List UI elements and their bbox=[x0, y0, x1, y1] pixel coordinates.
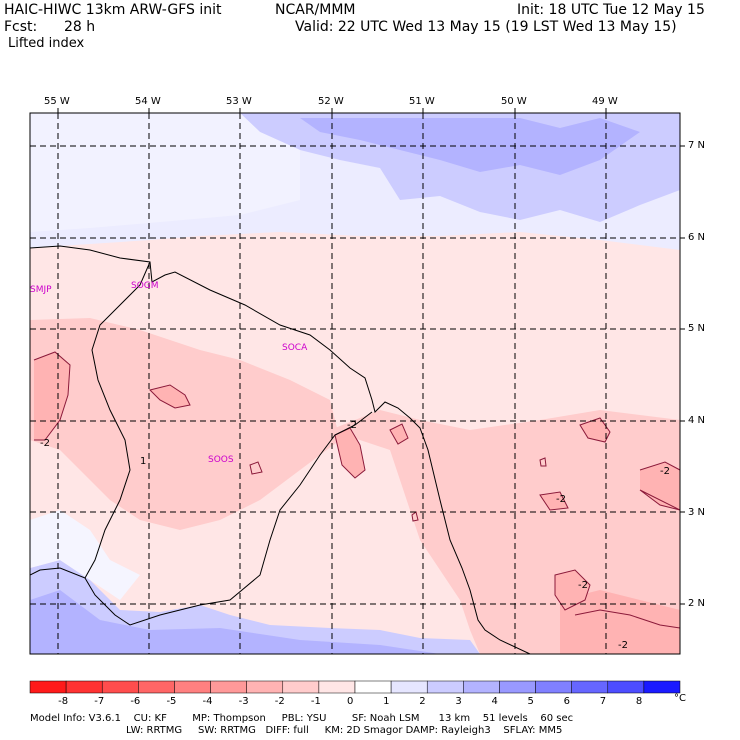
colorbar-swatch bbox=[426, 680, 464, 694]
white-region-west bbox=[30, 510, 140, 600]
colorbar-label: 5 bbox=[527, 696, 534, 707]
colorbar-swatch bbox=[463, 680, 500, 694]
colorbar-label: 0 bbox=[347, 696, 354, 707]
colorbar-label: -1 bbox=[310, 696, 321, 707]
contour-label: -2 bbox=[578, 580, 588, 591]
contour-label: -2 bbox=[40, 438, 50, 449]
contour-line bbox=[411, 511, 419, 522]
station-label: SMJP bbox=[30, 285, 52, 295]
colorbar-swatch bbox=[643, 680, 681, 694]
colorbar-swatch bbox=[354, 680, 392, 694]
colorbar-swatch bbox=[174, 680, 211, 694]
lat-label: 3 N bbox=[688, 507, 706, 518]
colorbar bbox=[29, 680, 681, 694]
unstable-cell-1 bbox=[34, 352, 70, 440]
unstable-cell-5 bbox=[580, 418, 610, 442]
colorbar-swatch bbox=[607, 680, 645, 694]
unstable-region-e bbox=[640, 462, 680, 510]
contour-label: -2 bbox=[660, 466, 670, 477]
colorbar-label: 4 bbox=[491, 696, 498, 707]
stable-region-southwest-2 bbox=[30, 590, 440, 654]
lat-label: 5 N bbox=[688, 323, 706, 334]
colorbar-label: -7 bbox=[94, 696, 105, 707]
colorbar-swatch bbox=[390, 680, 428, 694]
station-label: SOCA bbox=[282, 343, 308, 353]
colorbar-swatch bbox=[282, 680, 320, 694]
lon-label: 54 W bbox=[135, 96, 161, 107]
fcst-value: 28 h bbox=[64, 19, 96, 35]
unstable-cell-6 bbox=[555, 570, 590, 610]
station-label: SOOS bbox=[208, 455, 234, 465]
model-info-line1: Model Info: V3.6.1 CU: KF MP: Thompson P… bbox=[30, 713, 574, 724]
lon-label: 49 W bbox=[592, 96, 618, 107]
coastline bbox=[30, 245, 531, 654]
colorbar-label: 3 bbox=[455, 696, 462, 707]
lon-label: 53 W bbox=[226, 96, 252, 107]
model-title: HAIC-HIWC 13km ARW-GFS init bbox=[4, 2, 222, 18]
contour-line bbox=[579, 417, 611, 443]
lat-label: 6 N bbox=[688, 232, 706, 243]
colorbar-label: -3 bbox=[238, 696, 249, 707]
colorbar-label: -5 bbox=[166, 696, 177, 707]
unstable-cell-4 bbox=[390, 424, 408, 444]
unstable-region-west bbox=[30, 318, 340, 530]
colorbar-label: 7 bbox=[599, 696, 607, 707]
colorbar-swatch bbox=[535, 680, 572, 694]
colorbar-swatch bbox=[210, 680, 247, 694]
colorbar-label: 2 bbox=[419, 696, 426, 707]
contour-label: -2 bbox=[618, 640, 628, 651]
colorbar-swatch bbox=[138, 680, 175, 694]
contour-line bbox=[554, 569, 591, 611]
colorbar-swatch bbox=[571, 680, 609, 694]
colorbar-label: -2 bbox=[274, 696, 285, 707]
colorbar-label: 8 bbox=[635, 696, 643, 707]
lat-label: 7 N bbox=[688, 140, 706, 151]
unstable-cell-2 bbox=[150, 385, 190, 408]
colorbar-label: 1 bbox=[383, 696, 390, 707]
station-label: SOGM bbox=[131, 281, 159, 291]
colorbar-label: -8 bbox=[58, 696, 69, 707]
colorbar-label: -4 bbox=[202, 696, 213, 707]
contour-line bbox=[539, 491, 569, 511]
contour-line bbox=[149, 384, 191, 409]
contour-label: -2 bbox=[347, 420, 357, 431]
unstable-region-se bbox=[560, 590, 680, 654]
colorbar-swatch bbox=[246, 680, 284, 694]
contour-line bbox=[539, 457, 547, 467]
lat-label: 2 N bbox=[688, 598, 706, 609]
white-band bbox=[30, 113, 300, 232]
contour-line bbox=[249, 461, 263, 475]
valid-time: Valid: 22 UTC Wed 13 May 15 (19 LST Wed … bbox=[295, 19, 677, 35]
map-frame bbox=[29, 112, 681, 655]
field-name: Lifted index bbox=[8, 36, 85, 51]
colorbar-label: -6 bbox=[130, 696, 141, 707]
contour-line bbox=[389, 423, 409, 445]
colorbar-swatch bbox=[65, 680, 103, 694]
fcst-label: Fcst: bbox=[4, 19, 38, 35]
lon-label: 52 W bbox=[318, 96, 344, 107]
lon-label: 51 W bbox=[409, 96, 435, 107]
contour-line bbox=[33, 351, 71, 441]
border-line bbox=[84, 411, 373, 626]
border-line bbox=[30, 261, 151, 579]
colorbar-swatch bbox=[318, 680, 356, 694]
colorbar-unit: °C bbox=[674, 693, 686, 704]
contour-line bbox=[574, 609, 680, 629]
org-label: NCAR/MMM bbox=[275, 2, 356, 18]
contour-line bbox=[639, 461, 680, 511]
colorbar-swatch bbox=[499, 680, 536, 694]
model-info-line2: LW: RRTMG SW: RRTMG DIFF: full KM: 2D Sm… bbox=[126, 725, 563, 736]
colorbar-swatch bbox=[29, 680, 67, 694]
contour-label: 1 bbox=[140, 456, 146, 467]
lon-label: 50 W bbox=[501, 96, 527, 107]
init-time: Init: 18 UTC Tue 12 May 15 bbox=[517, 2, 705, 18]
colorbar-swatch bbox=[101, 680, 139, 694]
contour-label: -2 bbox=[556, 494, 566, 505]
lat-label: 4 N bbox=[688, 415, 706, 426]
colorbar-label: 6 bbox=[563, 696, 571, 707]
lon-label: 55 W bbox=[44, 96, 70, 107]
